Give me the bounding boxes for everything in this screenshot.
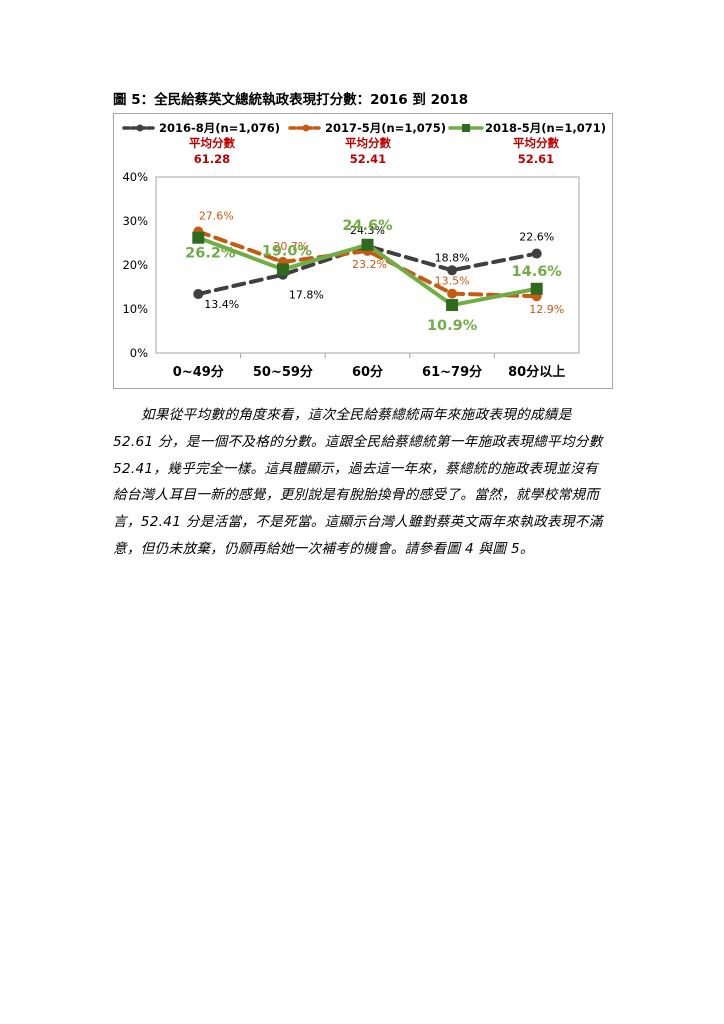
y-tick-label: 10% [122,302,148,316]
data-label-series-1: 20.7% [273,240,308,253]
average-value: 61.28 [194,152,230,166]
data-label-series-0: 18.8% [435,251,470,264]
data-point-2016 [531,248,542,259]
legend-label: 2017-5月(n=1,075) [325,121,446,135]
legend-label: 2018-5月(n=1,071) [485,121,606,135]
paragraph-line: 給台灣人耳目一新的感覺，更別說是有脫胎換骨的感受了。當然，就學校常規而 [113,487,600,504]
data-label-series-0: 22.6% [519,231,554,244]
paragraph-line: 意，但仍未放棄，仍願再給她一次補考的機會。請參看圖 4 與圖 5。 [113,540,534,557]
data-label-series-2: 14.6% [512,264,563,280]
figure-title: 圖 5：全民給蔡英文總統執政表現打分數：2016 到 2018 [113,92,469,108]
y-tick-label: 40% [122,170,148,184]
y-tick-label: 30% [122,214,148,228]
average-label: 平均分數 [189,136,235,150]
average-label: 平均分數 [513,136,559,150]
paragraph-line: 如果從平均數的角度來看，這次全民給蔡總統兩年來施政表現的成績是 [141,407,572,423]
y-tick-label: 0% [130,346,148,360]
series-line-1 [196,229,539,299]
data-label-series-2: 19.0% [262,243,313,259]
x-tick-label: 61~79分 [422,364,482,380]
plot-area [155,176,580,354]
data-label-series-2: 10.9% [427,318,478,334]
data-point-2018 [446,299,459,312]
average-label: 平均分數 [345,136,391,150]
chart-canvas: 0% 10% 20% 30% 40% 0~49分 50~59分 60分 61~79分 80分以上 2… [122,121,606,380]
data-label-series-1: 23.2% [352,258,387,271]
average-value: 52.61 [518,152,554,166]
data-label-series-0: 17.8% [289,289,324,302]
data-point-2018 [276,263,289,276]
data-point-2016 [193,289,204,300]
data-label-series-2: 24.6% [342,218,393,234]
data-label-series-1: 27.6% [199,210,234,223]
legend-marker-1 [302,124,310,132]
legend-marker-2 [462,124,470,132]
paragraph-line: 52.41，幾乎完全一樣。這具體顯示，過去這一年來，蔡總統的施政表現並沒有 [113,460,599,477]
average-value: 52.41 [350,152,386,166]
body-paragraph: 如果從平均數的角度來看，這次全民給蔡總統兩年來施政表現的成績是 52.61 分，… [113,402,618,563]
data-point-2018 [361,238,374,251]
data-label-series-1: 12.9% [529,303,564,316]
data-label-series-0: 24.3% [350,224,385,237]
x-tick-label: 50~59分 [253,364,313,380]
paragraph-line: 52.61 分，是一個不及格的分數。這跟全民給蔡總統第一年施政表現總平均分數 [113,433,603,450]
data-point-2017 [447,288,458,299]
x-tick-label: 80分以上 [508,364,565,380]
series-line-0 [196,244,539,297]
data-label-series-1: 13.5% [435,275,470,288]
x-tick-label: 0~49分 [173,364,224,380]
line-chart: 0% 10% 20% 30% 40% 0~49分 50~59分 60分 61~79分 80分以上 2… [113,113,613,389]
x-tick-label: 60分 [352,364,383,380]
data-label-series-0: 13.4% [204,298,239,311]
data-point-2018 [530,282,543,295]
data-point-2018 [192,231,205,244]
paragraph-line: 言，52.41 分是活當，不是死當。這顯示台灣人雖對蔡英文兩年來執政表現不滿 [113,514,603,531]
y-tick-label: 20% [122,258,148,272]
legend-marker-0 [136,124,144,132]
data-point-2016 [447,265,458,276]
data-label-series-2: 26.2% [185,246,236,262]
legend-label: 2016-8月(n=1,076) [159,121,280,135]
